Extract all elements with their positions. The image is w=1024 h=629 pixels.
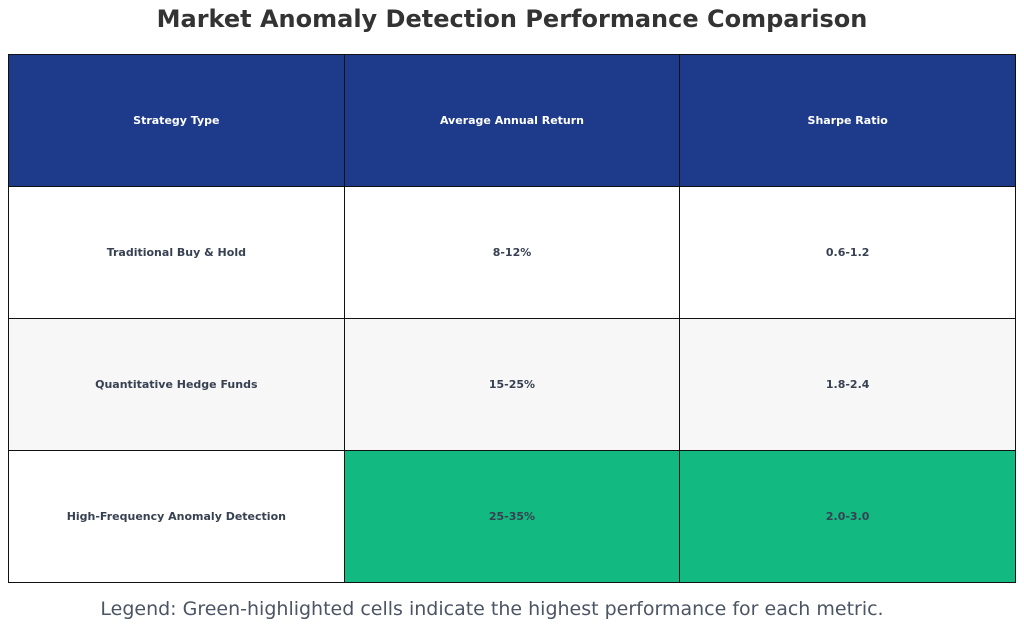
table-cell-return: 15-25% <box>343 318 681 451</box>
table-cell-sharpe: 2.0-3.0 <box>679 450 1016 583</box>
performance-table-container: Strategy Type Average Annual Return Shar… <box>8 54 1016 583</box>
table-body: Traditional Buy & Hold 8-12% 0.6-1.2 Qua… <box>8 186 1016 583</box>
column-header-strategy-type: Strategy Type <box>8 54 345 187</box>
table-row: Traditional Buy & Hold 8-12% 0.6-1.2 <box>8 186 1016 319</box>
chart-title: Market Anomaly Detection Performance Com… <box>156 5 868 33</box>
column-header-average-annual-return: Average Annual Return <box>343 54 681 187</box>
table-cell-sharpe: 0.6-1.2 <box>679 186 1016 319</box>
column-header-sharpe-ratio: Sharpe Ratio <box>679 54 1016 187</box>
table-header: Strategy Type Average Annual Return Shar… <box>8 54 1016 187</box>
performance-table: Strategy Type Average Annual Return Shar… <box>8 54 1016 583</box>
legend-note: Legend: Green-highlighted cells indicate… <box>100 598 884 620</box>
table-row: High-Frequency Anomaly Detection 25-35% … <box>8 450 1016 583</box>
header-row: Strategy Type Average Annual Return Shar… <box>8 54 1016 187</box>
table-row: Quantitative Hedge Funds 15-25% 1.8-2.4 <box>8 318 1016 451</box>
table-cell-strategy: Traditional Buy & Hold <box>8 186 345 319</box>
table-cell-sharpe: 1.8-2.4 <box>679 318 1016 451</box>
table-cell-return: 8-12% <box>343 186 681 319</box>
table-cell-strategy: Quantitative Hedge Funds <box>8 318 345 451</box>
table-cell-strategy: High-Frequency Anomaly Detection <box>8 450 345 583</box>
table-cell-return: 25-35% <box>343 450 681 583</box>
